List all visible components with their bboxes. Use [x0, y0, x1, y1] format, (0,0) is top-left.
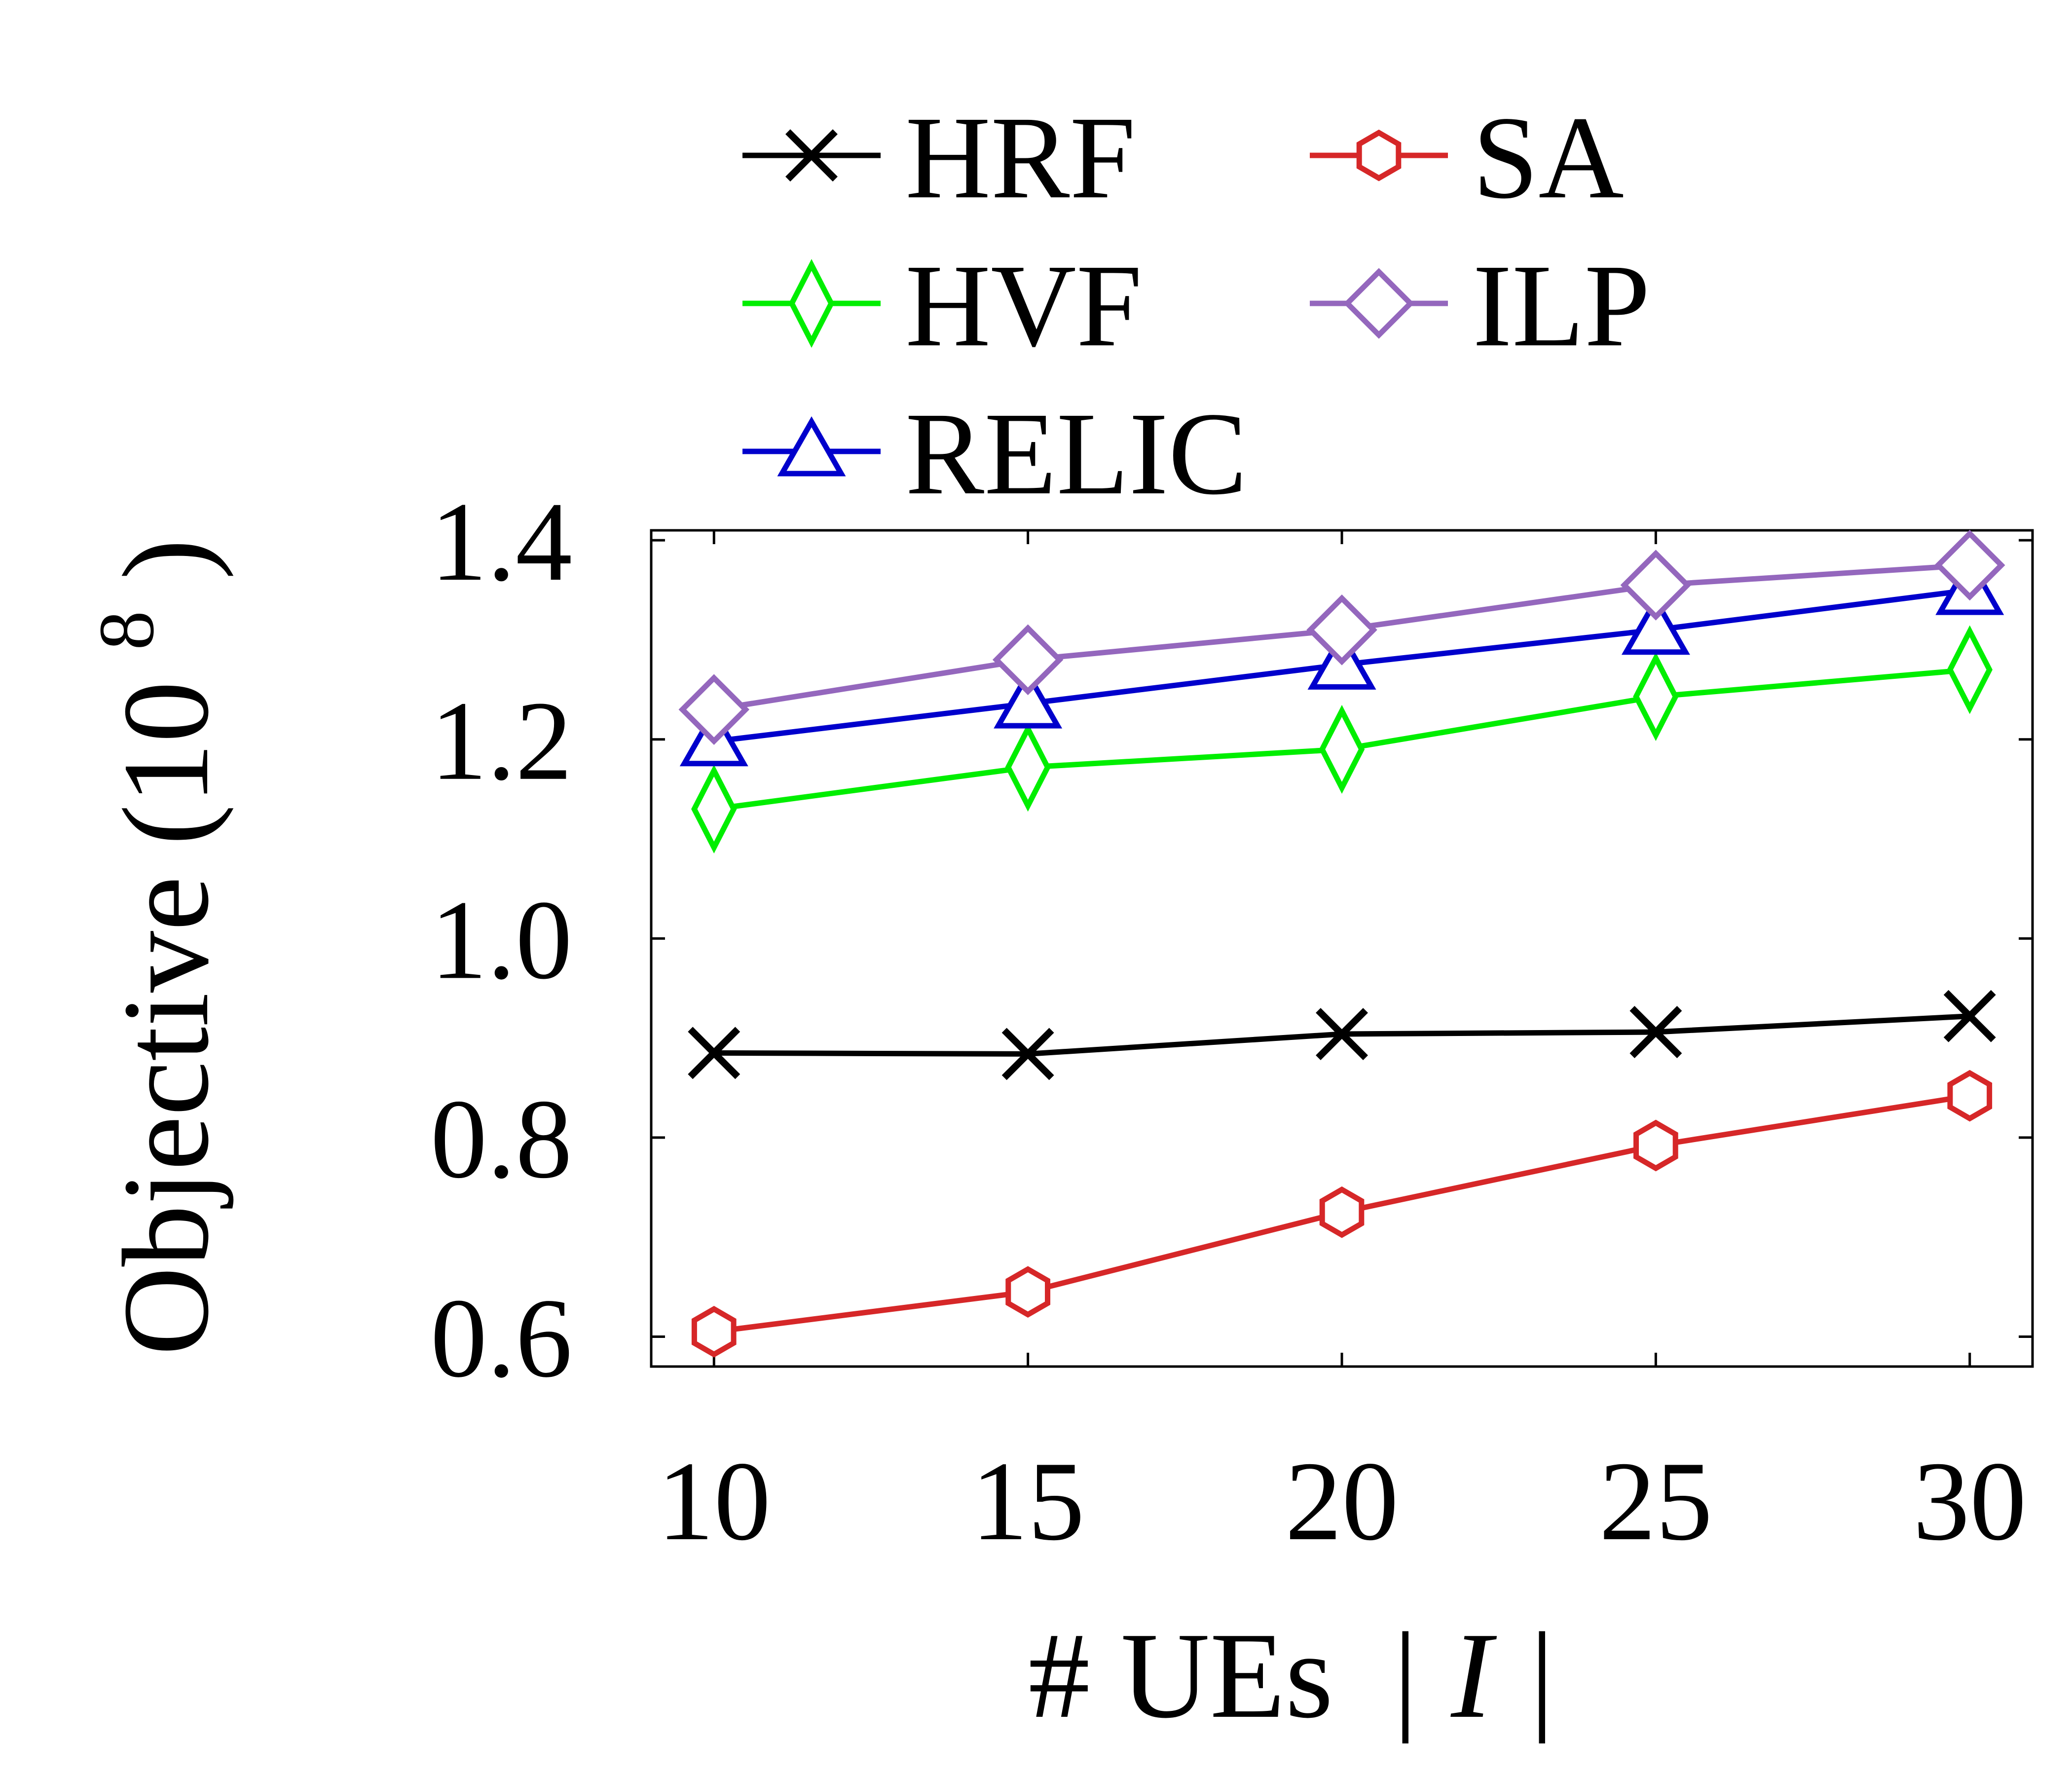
x-tick-label: 20 — [1285, 1438, 1399, 1564]
legend: HRF HVF RELIC SA ILP — [742, 92, 1650, 519]
data-point-hvf — [1947, 625, 1993, 714]
x-tick-label: 30 — [1913, 1438, 2027, 1564]
data-point-hvf — [1633, 652, 1679, 741]
data-point-hvf — [1005, 723, 1051, 812]
y-tick-label: 0.8 — [431, 1076, 573, 1202]
data-point-sa — [691, 1306, 737, 1358]
y-tick-label: 1.4 — [431, 479, 573, 604]
legend-label-hvf: HVF — [905, 240, 1142, 371]
legend-marker-relic — [777, 416, 846, 477]
data-point-ilp — [1306, 594, 1377, 666]
y-axis-title-text: Objective (10 — [98, 681, 234, 1356]
legend-label-relic: RELIC — [905, 388, 1247, 519]
data-point-hrf — [688, 1027, 740, 1079]
y-axis-title-exponent: 8 — [82, 611, 170, 650]
legend-marker-hvf — [788, 259, 835, 348]
data-point-relic — [994, 668, 1063, 729]
x-tick-label: 15 — [971, 1438, 1085, 1564]
x-axis-title-text: # UEs — [1028, 1607, 1333, 1744]
y-tick-label: 0.6 — [431, 1275, 573, 1401]
y-axis-title: Objective (10 8 ) — [43, 539, 234, 1356]
y-tick-label: 1.2 — [431, 678, 573, 804]
legend-label-ilp: ILP — [1473, 240, 1650, 371]
data-point-sa — [1947, 1070, 1993, 1122]
data-point-ilp — [992, 624, 1064, 696]
data-point-sa — [1633, 1119, 1678, 1172]
data-point-hrf — [1629, 1006, 1682, 1058]
x-axis-title-math: | I | — [1386, 1607, 1557, 1744]
axis-ticks: 10 15 20 25 30 0.6 0.8 1.0 1.2 1.4 — [431, 479, 2033, 1564]
data-point-hrf — [1001, 1028, 1054, 1080]
legend-label-sa: SA — [1473, 92, 1624, 223]
data-point-hvf — [1319, 704, 1365, 794]
data-point-hrf — [1943, 990, 1996, 1042]
data-point-ilp — [1620, 550, 1692, 621]
data-point-sa — [1005, 1266, 1050, 1318]
legend-label-hrf: HRF — [905, 92, 1136, 223]
data-point-hrf — [1316, 1008, 1368, 1060]
data-point-ilp — [678, 674, 750, 745]
x-tick-label: 10 — [657, 1438, 771, 1564]
legend-marker-ilp — [1343, 268, 1414, 339]
data-point-relic — [1621, 594, 1690, 655]
series-group — [678, 529, 2005, 1358]
y-tick-label: 1.0 — [431, 877, 573, 1002]
x-axis-title: # UEs | I | — [1028, 1607, 1556, 1744]
legend-marker-hrf — [785, 129, 838, 182]
data-point-sa — [1319, 1186, 1365, 1238]
data-point-ilp — [1934, 529, 2005, 601]
y-axis-title-close: ) — [98, 539, 234, 580]
x-tick-label: 25 — [1599, 1438, 1712, 1564]
legend-marker-sa — [1356, 129, 1402, 182]
data-point-hvf — [691, 764, 737, 854]
